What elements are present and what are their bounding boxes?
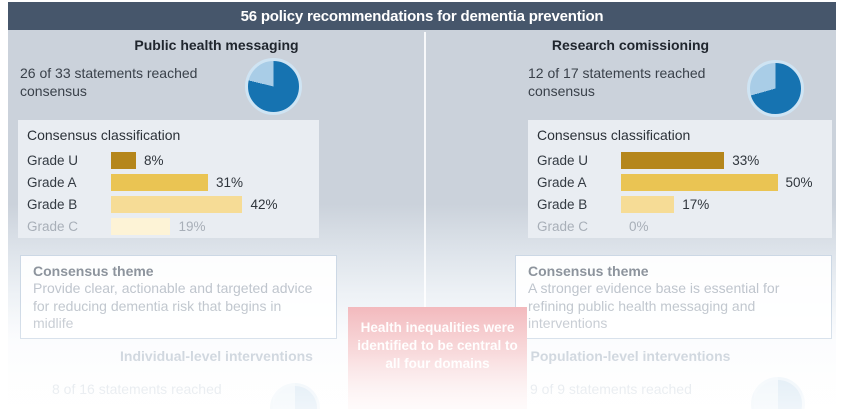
grade-label: Grade B	[27, 196, 78, 212]
column-header-public-health-messaging: Public health messaging	[134, 37, 299, 53]
theme-title: Consensus theme	[33, 263, 154, 279]
grade-label: Grade U	[537, 152, 589, 168]
grade-bar	[111, 217, 171, 235]
grade-label: Grade A	[27, 174, 77, 190]
consensus-theme-box-right: Consensus theme A stronger evidence base…	[515, 255, 832, 339]
grade-row: Grade B 17%	[537, 193, 823, 215]
grade-bar	[111, 151, 137, 169]
grade-value: 42%	[250, 196, 278, 212]
title-banner: 56 policy recommendations for dementia p…	[8, 2, 836, 30]
grade-value: 19%	[178, 218, 206, 234]
grade-value: 31%	[216, 174, 244, 190]
theme-body: Provide clear, actionable and targeted a…	[33, 280, 313, 331]
stats-text-right: 12 of 17 statements reached consensus	[528, 65, 706, 100]
classification-panel-right: Consensus classification Grade U 33% Gra…	[528, 120, 832, 238]
grade-row: Grade A 50%	[537, 171, 823, 193]
consensus-pie-chart-right	[747, 60, 804, 117]
classification-panel-left: Consensus classification Grade U 8% Grad…	[18, 120, 319, 238]
grade-bar	[621, 173, 778, 191]
bottom-header-population-level: Population-level interventions	[530, 348, 731, 364]
classification-title: Consensus classification	[537, 127, 691, 143]
grade-label: Grade B	[537, 196, 588, 212]
grade-value: 8%	[144, 152, 164, 168]
health-inequalities-note-text: Health inequalities were identified to b…	[357, 320, 518, 372]
grade-value: 50%	[785, 174, 813, 190]
theme-title: Consensus theme	[528, 263, 649, 279]
column-divider	[424, 32, 426, 307]
bottom-stats-left: 8 of 16 statements reached	[52, 381, 222, 397]
stats-text-left: 26 of 33 statements reached consensus	[20, 65, 198, 100]
grade-bar	[621, 151, 725, 169]
grade-row: Grade A 31%	[27, 171, 310, 193]
theme-body: A stronger evidence base is essential fo…	[528, 280, 780, 331]
grade-row: Grade U 33%	[537, 149, 823, 171]
consensus-theme-box-left: Consensus theme Provide clear, actionabl…	[20, 255, 337, 339]
grade-row: Grade U 8%	[27, 149, 310, 171]
grade-label: Grade A	[537, 174, 587, 190]
classification-title: Consensus classification	[27, 127, 181, 143]
grade-value: 0%	[629, 218, 649, 234]
grade-bar	[111, 173, 209, 191]
grade-row: Grade C 19%	[27, 215, 310, 237]
grade-value: 17%	[682, 196, 710, 212]
grade-label: Grade U	[27, 152, 79, 168]
grade-bar	[621, 195, 675, 213]
grade-value: 33%	[732, 152, 760, 168]
grade-label: Grade C	[537, 218, 589, 234]
grade-row: Grade B 42%	[27, 193, 310, 215]
bottom-stats-right: 9 of 9 statements reached	[530, 381, 692, 397]
grade-label: Grade C	[27, 218, 79, 234]
page-title: 56 policy recommendations for dementia p…	[240, 7, 604, 25]
consensus-pie-chart-left	[245, 58, 302, 115]
bottom-header-individual-level: Individual-level interventions	[120, 348, 313, 364]
grade-bar	[111, 195, 243, 213]
grade-row: Grade C 0%	[537, 215, 823, 237]
column-header-research-comissioning: Research comissioning	[551, 37, 710, 53]
